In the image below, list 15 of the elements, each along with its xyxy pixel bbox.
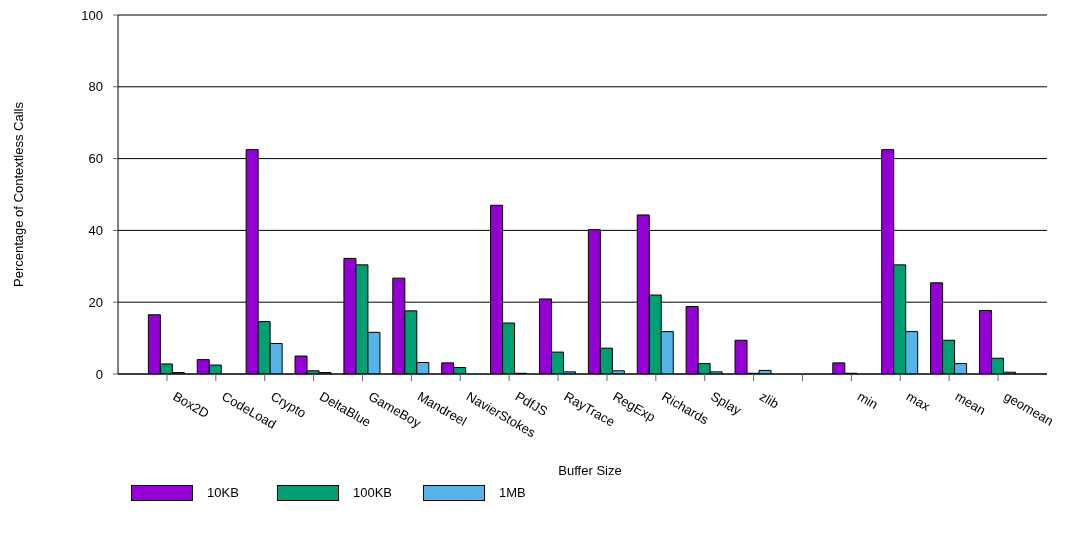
legend-label: 10KB: [207, 485, 239, 501]
x-tick-label: zlib: [757, 388, 782, 412]
x-tick-label: min: [854, 388, 881, 413]
x-tick-label: mean: [952, 388, 989, 418]
legend-label: 1MB: [499, 485, 526, 501]
y-tick-label: 40: [88, 223, 103, 239]
y-tick-label: 20: [88, 294, 103, 310]
y-axis-title: Percentage of Contextless Calls: [10, 101, 26, 287]
legend-label: 100KB: [353, 485, 393, 501]
x-tick-label: max: [903, 388, 933, 415]
y-tick-label: 80: [88, 79, 103, 95]
y-tick-label: 0: [95, 366, 103, 382]
legend-title: Buffer Size: [558, 463, 622, 478]
y-tick-label: 60: [88, 151, 103, 167]
y-tick-label: 100: [81, 7, 103, 23]
